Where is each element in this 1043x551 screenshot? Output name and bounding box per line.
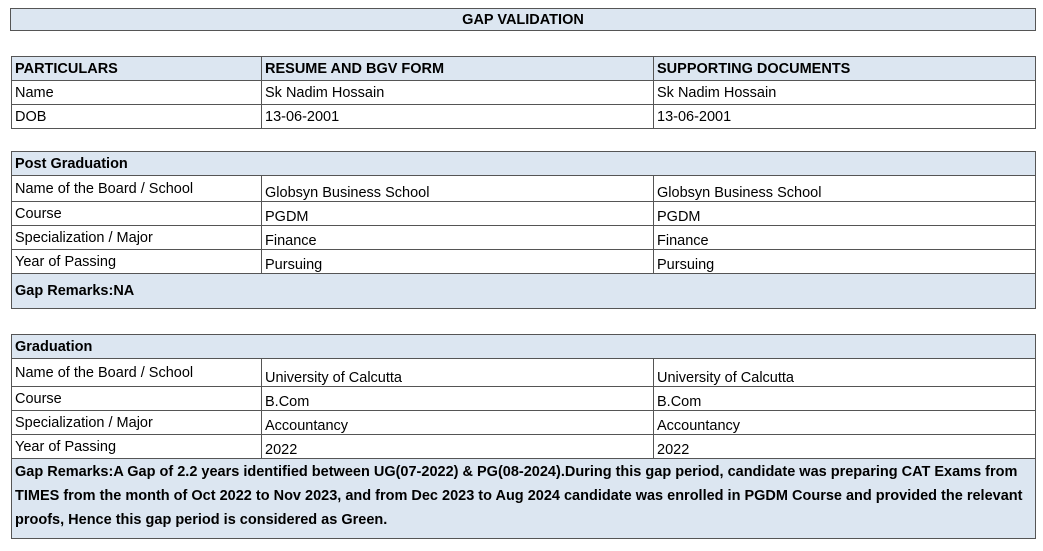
section-cell: Year of Passing [11, 249, 262, 274]
table-cell: Sk Nadim Hossain [653, 80, 1036, 105]
title: GAP VALIDATION [10, 8, 1036, 31]
section-cell: Name of the Board / School [11, 175, 262, 202]
section-cell: B.Com [261, 386, 654, 411]
section-cell: PGDM [653, 201, 1036, 226]
section-cell: Pursuing [261, 249, 654, 274]
gap-remarks: Gap Remarks:A Gap of 2.2 years identifie… [11, 458, 1036, 539]
section-cell: 2022 [261, 434, 654, 459]
section-cell: PGDM [261, 201, 654, 226]
table-cell: 13-06-2001 [261, 104, 654, 129]
header-cell: RESUME AND BGV FORM [261, 56, 654, 81]
gap-remarks: Gap Remarks:NA [11, 273, 1036, 309]
header-cell: SUPPORTING DOCUMENTS [653, 56, 1036, 81]
table-cell: Sk Nadim Hossain [261, 80, 654, 105]
section-cell: University of Calcutta [653, 358, 1036, 387]
section-heading: Post Graduation [11, 151, 1036, 176]
section-cell: University of Calcutta [261, 358, 654, 387]
section-cell: 2022 [653, 434, 1036, 459]
section-cell: Specialization / Major [11, 410, 262, 435]
section-cell: Accountancy [261, 410, 654, 435]
section-cell: Finance [261, 225, 654, 250]
table-cell: 13-06-2001 [653, 104, 1036, 129]
section-cell: Globsyn Business School [653, 175, 1036, 202]
section-cell: Specialization / Major [11, 225, 262, 250]
section-cell: Globsyn Business School [261, 175, 654, 202]
section-cell: Year of Passing [11, 434, 262, 459]
table-cell: Name [11, 80, 262, 105]
section-cell: Name of the Board / School [11, 358, 262, 387]
header-cell: PARTICULARS [11, 56, 262, 81]
section-cell: Course [11, 386, 262, 411]
table-cell: DOB [11, 104, 262, 129]
section-cell: B.Com [653, 386, 1036, 411]
section-cell: Finance [653, 225, 1036, 250]
section-cell: Pursuing [653, 249, 1036, 274]
section-cell: Course [11, 201, 262, 226]
section-heading: Graduation [11, 334, 1036, 359]
section-cell: Accountancy [653, 410, 1036, 435]
